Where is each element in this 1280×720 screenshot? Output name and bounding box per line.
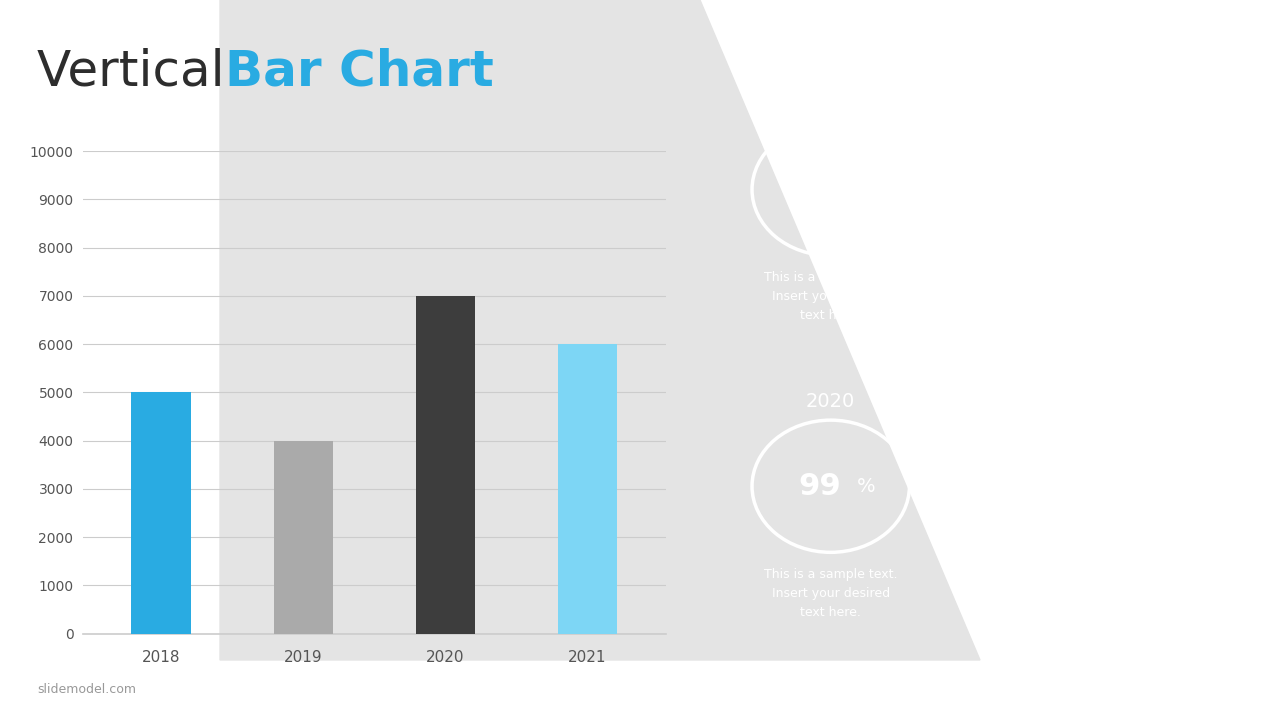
Text: This is a sample text.
Insert your desired
text here.: This is a sample text. Insert your desir… <box>1041 271 1174 323</box>
Text: %: % <box>1133 477 1152 496</box>
Text: This is a sample text.
Insert your desired
text here.: This is a sample text. Insert your desir… <box>764 568 897 619</box>
Text: 99: 99 <box>1075 472 1117 500</box>
Text: 99: 99 <box>799 472 841 500</box>
Bar <box>132 392 191 634</box>
Text: 99: 99 <box>799 175 841 204</box>
Text: This is a sample text.
Insert your desired
text here.: This is a sample text. Insert your desir… <box>764 271 897 323</box>
Text: %: % <box>856 477 876 496</box>
Text: Vertical: Vertical <box>37 48 241 95</box>
Text: Bar Chart: Bar Chart <box>225 48 494 95</box>
Text: 2021: 2021 <box>1083 392 1132 410</box>
Text: 99: 99 <box>1075 175 1117 204</box>
Text: %: % <box>856 180 876 199</box>
Text: 2020: 2020 <box>806 392 855 410</box>
Bar <box>558 344 617 634</box>
Bar <box>274 441 333 634</box>
Text: slidemodel.com: slidemodel.com <box>37 683 136 696</box>
Text: %: % <box>1133 180 1152 199</box>
Text: 13: 13 <box>1222 672 1251 692</box>
Bar <box>416 296 475 634</box>
Text: 2018: 2018 <box>806 95 855 114</box>
Text: This is a sample text.
Insert your desired
text here.: This is a sample text. Insert your desir… <box>1041 568 1174 619</box>
Polygon shape <box>220 0 980 660</box>
Text: 2019: 2019 <box>1083 95 1132 114</box>
